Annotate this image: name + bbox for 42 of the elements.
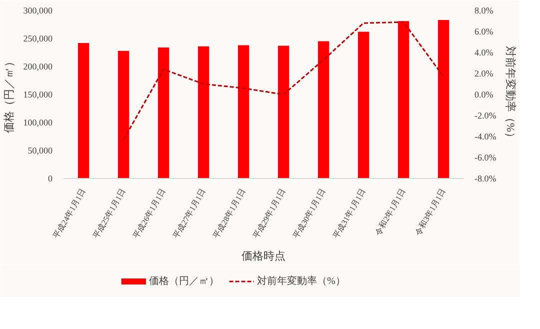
- y2-tick-label: 8.0%: [474, 6, 494, 16]
- x-tick-label: 平成31年1月1日: [332, 187, 368, 240]
- bar: [438, 20, 450, 178]
- y-tick-label: 250,000: [23, 34, 53, 44]
- y-tick-label: 100,000: [23, 118, 53, 128]
- bar: [318, 41, 330, 178]
- y2-tick-label: -6.0%: [474, 152, 497, 162]
- bar: [398, 21, 410, 178]
- bar: [198, 46, 210, 178]
- x-tick-label: 令和3年1月1日: [414, 187, 448, 237]
- x-tick-label: 平成30年1月1日: [292, 187, 328, 240]
- bar: [78, 42, 90, 178]
- legend-label: 価格（円／㎡）: [149, 275, 220, 287]
- y2-tick-label: 0.0%: [474, 90, 494, 100]
- y-axis-title: 価格（円／㎡）: [3, 56, 16, 133]
- bar: [118, 50, 130, 178]
- y2-tick-label: 6.0%: [474, 26, 494, 36]
- y-tick-label: 200,000: [23, 62, 53, 72]
- bar: [238, 45, 250, 178]
- y-tick-label: 150,000: [23, 90, 53, 100]
- y2-tick-label: 2.0%: [474, 68, 494, 78]
- x-tick-label: 平成26年1月1日: [132, 187, 168, 240]
- y-tick-label: 300,000: [23, 6, 53, 16]
- x-tick-label: 平成25年1月1日: [92, 187, 128, 240]
- x-tick-label: 平成27年1月1日: [172, 187, 208, 240]
- bar: [278, 46, 290, 178]
- y-tick-label: 50,000: [28, 146, 53, 156]
- x-tick-label: 平成29年1月1日: [252, 187, 288, 240]
- y2-tick-label: 4.0%: [474, 48, 494, 58]
- x-tick-label: 令和2年1月1日: [374, 187, 408, 237]
- x-tick-label: 平成24年1月1日: [52, 187, 88, 240]
- bar: [158, 47, 170, 178]
- x-axis-title: 価格時点: [242, 249, 286, 262]
- y-tick-label: 0: [48, 174, 53, 184]
- legend-label: 対前年変動率（%）: [257, 275, 346, 287]
- y2-tick-label: -8.0%: [474, 174, 497, 184]
- y2-tick-label: -2.0%: [474, 110, 497, 120]
- y2-tick-label: -4.0%: [474, 132, 497, 142]
- line-series: [122, 21, 444, 140]
- bar: [358, 32, 370, 178]
- y2-axis-title: 対前年変動率（%）: [504, 46, 518, 144]
- x-tick-label: 平成28年1月1日: [212, 187, 248, 240]
